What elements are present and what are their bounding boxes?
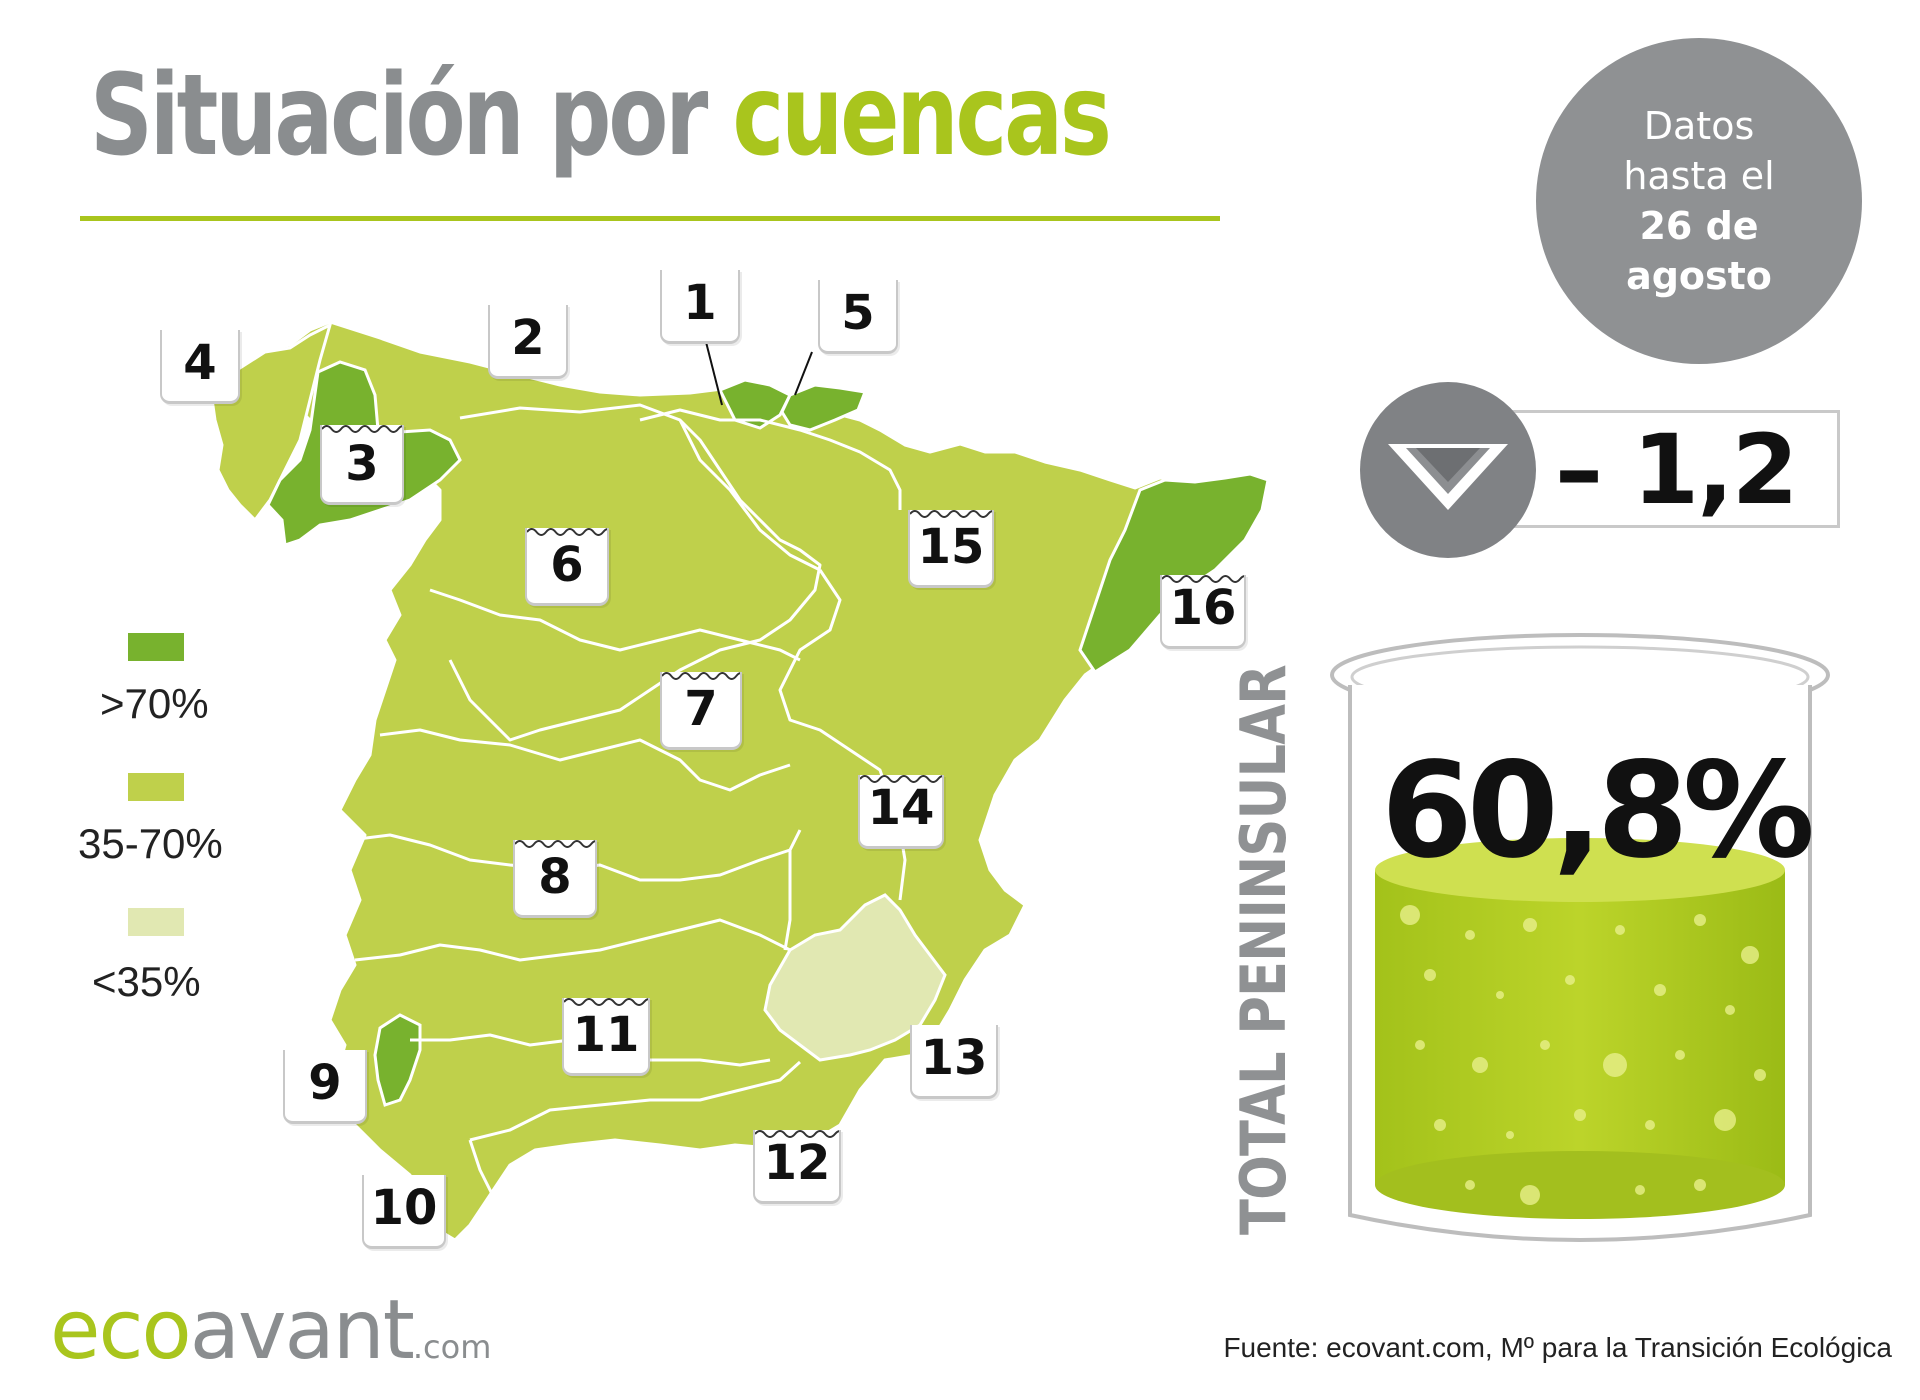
water-wave-icon <box>322 425 402 433</box>
water-wave-icon <box>527 528 607 536</box>
basin-number: 8 <box>538 849 572 905</box>
title-divider <box>80 216 1220 221</box>
water-wave-icon <box>1162 575 1244 583</box>
basin-number: 11 <box>572 1007 640 1063</box>
legend-swatch-high <box>128 633 184 661</box>
water-wave-icon <box>755 1130 839 1138</box>
basin-label-10: 10 <box>362 1175 446 1249</box>
basin-number: 16 <box>1169 580 1237 636</box>
basin-label-13: 13 <box>910 1025 998 1099</box>
basin-label-4: 4 <box>160 330 240 404</box>
basin-number: 6 <box>550 537 584 593</box>
basin-boundaries <box>349 403 907 1201</box>
legend-label-mid: 35-70% <box>78 820 223 867</box>
basin-label-2: 2 <box>488 305 568 379</box>
basin-number: 14 <box>867 780 935 836</box>
basin-number: 12 <box>763 1135 831 1191</box>
date-line-2: hasta el <box>1623 154 1775 198</box>
water-wave-icon <box>910 510 992 518</box>
basin-label-1: 1 <box>660 270 740 344</box>
change-value: – 1,2 <box>1555 414 1798 526</box>
water-wave-icon <box>515 840 595 848</box>
title-part-gray: Situación por <box>90 51 708 181</box>
basin-label-9: 9 <box>283 1050 367 1124</box>
basin-label-16: 16 <box>1160 575 1246 649</box>
reservoir-liquid <box>1375 870 1785 1205</box>
basin-13-region <box>763 893 947 1062</box>
basin-label-5: 5 <box>818 280 898 354</box>
basin-number: 7 <box>684 681 718 737</box>
basin-label-15: 15 <box>908 510 994 588</box>
date-line-4: agosto <box>1626 254 1772 298</box>
water-wave-icon <box>662 672 740 680</box>
water-wave-icon <box>564 998 648 1006</box>
basin-5-region <box>780 383 868 432</box>
date-line-3: 26 de <box>1639 204 1759 248</box>
reservoir-jar-icon <box>1330 633 1830 1242</box>
title-part-green: cuencas <box>732 51 1112 181</box>
basin-label-8: 8 <box>513 840 597 918</box>
legend-swatch-low <box>128 908 184 936</box>
down-triangle-icon <box>1388 444 1508 510</box>
basin-label-6: 6 <box>525 528 609 606</box>
basin-label-12: 12 <box>753 1130 841 1204</box>
legend-label-low: <35% <box>92 958 201 1005</box>
basin-label-14: 14 <box>858 775 944 849</box>
page-title: Situación por cuencas <box>90 60 1112 172</box>
legend-label-high: >70% <box>100 680 209 727</box>
basin-number: 15 <box>917 519 985 575</box>
ecoavant-logo: ecoavant.com <box>50 1283 492 1378</box>
basin-label-3: 3 <box>320 425 404 505</box>
basin-label-11: 11 <box>562 998 650 1076</box>
legend-swatch-mid <box>128 773 184 801</box>
change-circle <box>1360 382 1536 558</box>
basin-label-7: 7 <box>660 672 742 750</box>
water-wave-icon <box>860 775 942 783</box>
date-line-1: Datos <box>1643 104 1755 148</box>
total-percentage: 60,8% <box>1381 734 1815 888</box>
basin-number: 3 <box>345 436 379 492</box>
total-label: TOTAL PENINSULAR <box>1227 665 1300 1235</box>
basin-4-region <box>208 322 333 523</box>
date-badge: Datos hasta el 26 de agosto <box>1536 38 1862 364</box>
basin-9-region <box>373 1013 422 1107</box>
source-credit: Fuente: ecovant.com, Mº para la Transici… <box>1223 1332 1892 1363</box>
